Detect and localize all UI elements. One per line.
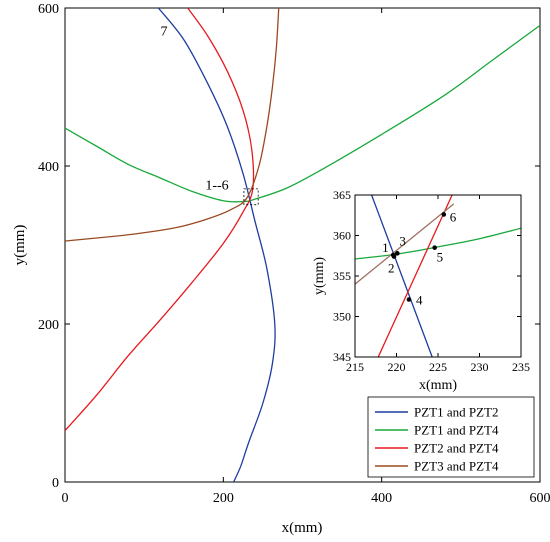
x-tick-label-0: 0 (62, 491, 69, 506)
intersection-label-4: 4 (416, 292, 423, 307)
intersection-point-5 (432, 245, 437, 250)
y-tick-label-400: 400 (38, 160, 59, 175)
legend-label-pzt1-and-pzt4: PZT1 and PZT4 (414, 423, 499, 438)
annotation-7: 7 (160, 25, 167, 40)
intersection-label-5: 5 (437, 250, 444, 265)
y-tick-label-600: 600 (38, 2, 59, 17)
main-plot-frame (64, 7, 541, 483)
inset-series-line-pzt1-and-pzt2 (370, 195, 433, 357)
main-annotations: 7 1--6 (160, 25, 228, 194)
annotation-1-6: 1--6 (205, 179, 228, 194)
inset-y-axis-title: y(mm) (312, 257, 327, 295)
zoom-box (243, 188, 259, 206)
inset-x-tick-label-220: 220 (388, 360, 406, 374)
inset-series-line-pzt3-and-pzt4 (355, 203, 455, 285)
inset-y-tick-label-360: 360 (333, 229, 351, 243)
series-line-pzt1-and-pzt2 (157, 7, 276, 483)
y-axis-title: y(mm) (12, 225, 28, 266)
legend: PZT1 and PZT2 PZT1 and PZT4 PZT2 and PZT4 P… (375, 405, 499, 474)
inset-x-tick-label-230: 230 (471, 360, 489, 374)
inset-x-axis-title: x(mm) (419, 378, 457, 393)
inset-x-tick-label-225: 225 (429, 360, 447, 374)
intersection-label-6: 6 (450, 209, 457, 224)
main-tick-labels: 0 200 400 600 0 200 400 600 (38, 2, 550, 506)
main-ticks (64, 7, 541, 483)
legend-label-pzt3-and-pzt4: PZT3 and PZT4 (414, 459, 499, 474)
inset-y-tick-label-350: 350 (333, 310, 351, 324)
series-line-pzt3-and-pzt4 (64, 7, 280, 242)
y-tick-label-0: 0 (52, 476, 59, 491)
intersection-point-2 (391, 254, 397, 259)
inset-x-tick-label-235: 235 (512, 360, 530, 374)
legend-box (367, 396, 535, 478)
intersection-point-6 (441, 212, 447, 217)
inset-background (355, 195, 521, 357)
y-tick-label-200: 200 (38, 318, 59, 333)
inset-y-tick-label-355: 355 (333, 269, 351, 283)
x-axis-title: x(mm) (282, 520, 323, 536)
x-tick-label-200: 200 (213, 491, 234, 506)
intersection-point-3 (395, 251, 400, 256)
series-line-pzt2-and-pzt4 (64, 7, 255, 432)
intersection-label-2: 2 (388, 261, 395, 276)
inset-series (355, 195, 521, 357)
inset-series-line-pzt1-and-pzt4 (355, 227, 521, 260)
inset-y-tick-label-365: 365 (333, 188, 351, 202)
inset-x-tick-label-215: 215 (346, 360, 364, 374)
inset-y-tick-label-345: 345 (333, 350, 351, 364)
x-tick-label-600: 600 (530, 491, 550, 506)
x-tick-label-400: 400 (371, 491, 392, 506)
inset-series-line-pzt2-and-pzt4 (377, 195, 453, 357)
intersection-point-4 (406, 297, 412, 302)
intersection-label-3: 3 (399, 233, 406, 248)
legend-label-pzt1-and-pzt2: PZT1 and PZT2 (414, 405, 499, 420)
legend-label-pzt2-and-pzt4: PZT2 and PZT4 (414, 441, 499, 456)
inset-ticks (354, 194, 522, 358)
main-series (64, 7, 541, 483)
intersection-label-1: 1 (382, 240, 389, 255)
series-line-pzt1-and-pzt4 (64, 24, 541, 203)
